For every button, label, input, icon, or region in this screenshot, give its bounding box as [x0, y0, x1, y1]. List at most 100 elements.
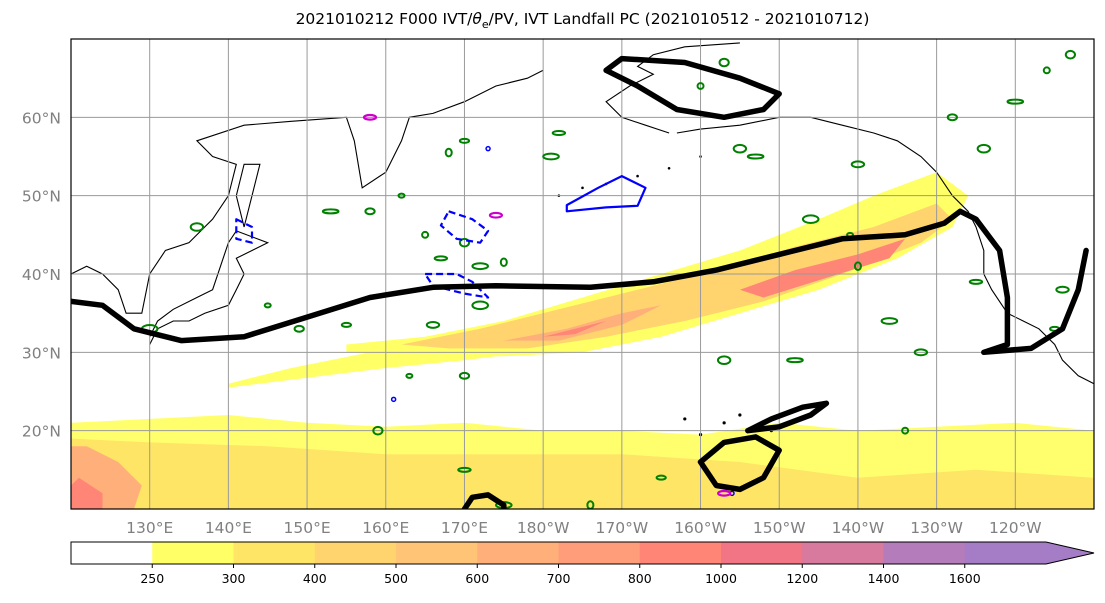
colorbar-label-600: 600 [465, 571, 489, 586]
colorbar-label-700: 700 [547, 571, 571, 586]
ivt-tropical-peak [71, 477, 103, 509]
coastline-0 [71, 69, 544, 314]
colorbar-segment-11 [964, 542, 1047, 564]
island-4 [667, 166, 671, 170]
lon-label-170: 170°E [441, 519, 488, 537]
theta-e-contour [471, 300, 490, 311]
colorbar-frame [70, 541, 1095, 565]
theta-e-contour [1006, 98, 1025, 105]
theta-e-contour [718, 57, 730, 68]
theta-e-contour [853, 261, 862, 271]
lon-label-160: 160°E [362, 519, 409, 537]
map-frame [70, 38, 1095, 510]
colorbar-label-400: 400 [303, 571, 327, 586]
colorbar-segment-4 [396, 542, 478, 564]
theta-e-contour [1064, 49, 1076, 60]
colorbar-segment-8 [721, 542, 803, 564]
extreme-contour-2 [717, 489, 732, 497]
lon-label-130: 130°E [126, 519, 173, 537]
pv-contour [439, 210, 490, 244]
ivt-tropical-core [71, 438, 1094, 509]
theta-e-contour [946, 113, 958, 122]
colorbar-label-1200: 1200 [786, 571, 818, 586]
theta-e-contour [421, 230, 430, 239]
pc-loop-2 [745, 400, 830, 434]
theta-e-contour [458, 137, 471, 144]
lon-label-210: 150°W [753, 519, 806, 537]
ivt-river-mid [401, 203, 953, 349]
theta-e-contour [457, 466, 472, 473]
latitude-labels: 20°N 30°N 40°N 50°N 60°N [22, 109, 61, 440]
pv-contour [235, 218, 254, 244]
theta-e-contour [1055, 285, 1070, 294]
island-3 [636, 174, 639, 178]
theta-e-contour [405, 372, 414, 379]
pc-main-contour [71, 208, 1089, 356]
colorbar-extend-arrow [1046, 542, 1094, 564]
colorbar-segment-7 [639, 542, 722, 564]
longitude-labels: 130°E 140°E 150°E 160°E 170°E 180°W 170°W 160°W… [126, 519, 1042, 537]
pv-point-0 [485, 145, 491, 152]
theta-e-contour [444, 147, 453, 158]
colorbar-label-300: 300 [222, 571, 246, 586]
theta-e-contour [880, 317, 899, 325]
lat-label-20: 20°N [22, 423, 61, 441]
theta-e-contour [372, 425, 384, 436]
theta-e-contour [968, 278, 984, 285]
island-1 [581, 186, 584, 190]
theta-e-contour [189, 222, 205, 232]
lon-label-230: 130°W [910, 519, 963, 537]
landfall-pc-contour [71, 55, 1089, 509]
colorbar-label-1000: 1000 [705, 571, 737, 586]
theta-e-contour [471, 262, 490, 271]
theta-e-contour [458, 371, 471, 380]
ivt-river-core-east [739, 238, 906, 298]
theta-e-contour [1042, 66, 1051, 75]
colorbar-label-1600: 1600 [949, 571, 981, 586]
theta-e-contour [655, 474, 667, 481]
hawaii-island-0 [738, 413, 742, 417]
colorbar-segment-1 [152, 542, 234, 564]
colorbar-label-800: 800 [628, 571, 652, 586]
colorbar-segment-5 [477, 542, 559, 564]
extreme-contour-1 [488, 211, 504, 219]
lon-label-180: 180°W [517, 519, 570, 537]
colorbar-segment-2 [233, 542, 316, 564]
hawaii-island-3 [683, 417, 687, 421]
colorbar [70, 541, 1095, 565]
coastline-4 [605, 42, 740, 134]
pv-point-1 [390, 396, 397, 403]
theta-e-contour [850, 160, 866, 169]
theta-e-contour [293, 324, 305, 333]
pv-contour [565, 175, 647, 213]
theta-e-contour [542, 152, 560, 161]
theta-e-contour [433, 255, 449, 262]
lat-label-60: 60°N [22, 109, 61, 127]
theta-e-contour [801, 214, 820, 224]
theta-e-contour [913, 348, 929, 357]
colorbar-segment-10 [883, 542, 966, 564]
extreme-contour-0 [362, 113, 378, 121]
colorbar-segment-0 [71, 542, 153, 564]
lat-label-30: 30°N [22, 344, 61, 362]
theta-e-contour [732, 143, 748, 154]
lat-label-50: 50°N [22, 188, 61, 206]
lon-label-140: 140°E [205, 519, 252, 537]
colorbar-label-500: 500 [384, 571, 408, 586]
hawaii-island-1 [722, 421, 726, 425]
ivt-river-peak [543, 321, 607, 337]
theta-e-contour [716, 355, 732, 365]
lon-label-190: 170°W [596, 519, 649, 537]
colorbar-segment-6 [558, 542, 641, 564]
theta-e-contour [499, 257, 508, 268]
theta-e-contour [458, 237, 471, 248]
lat-label-40: 40°N [22, 266, 61, 284]
colorbar-labels: 250 300 400 500 600 700 800 1000 1200 1400 1600 [140, 564, 981, 586]
theta-e-contour [551, 130, 567, 136]
lon-label-150: 150°E [284, 519, 331, 537]
colorbar-segment-9 [802, 542, 884, 564]
theta-e-contour [321, 208, 340, 215]
theta-e-contour [397, 192, 406, 199]
theta-e-contour [901, 426, 910, 435]
